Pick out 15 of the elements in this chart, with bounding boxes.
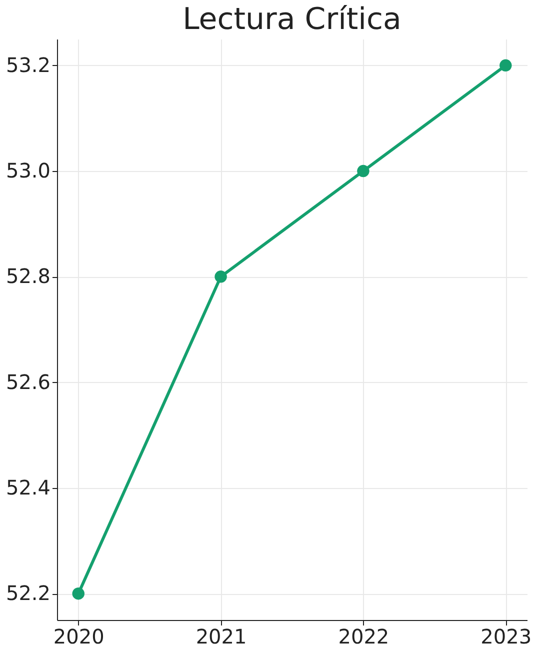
x-tick-label: 2023 (480, 624, 532, 648)
y-tick-label: 52.8 (6, 264, 50, 288)
x-tick-label: 2022 (338, 624, 390, 648)
x-tick-label: 2020 (53, 624, 104, 648)
y-tick-label: 52.4 (6, 475, 50, 500)
y-tick-label: 52.6 (6, 370, 50, 394)
point (72, 587, 84, 600)
point (500, 59, 512, 72)
chart-title: Lectura Crítica (182, 2, 402, 37)
point (214, 270, 227, 283)
y-tick-label: 53.0 (6, 158, 50, 183)
y-tick-label: 52.2 (6, 581, 50, 606)
y-tick-label: 53.2 (6, 52, 50, 77)
point (357, 164, 370, 178)
x-tick-label: 2021 (196, 624, 247, 648)
